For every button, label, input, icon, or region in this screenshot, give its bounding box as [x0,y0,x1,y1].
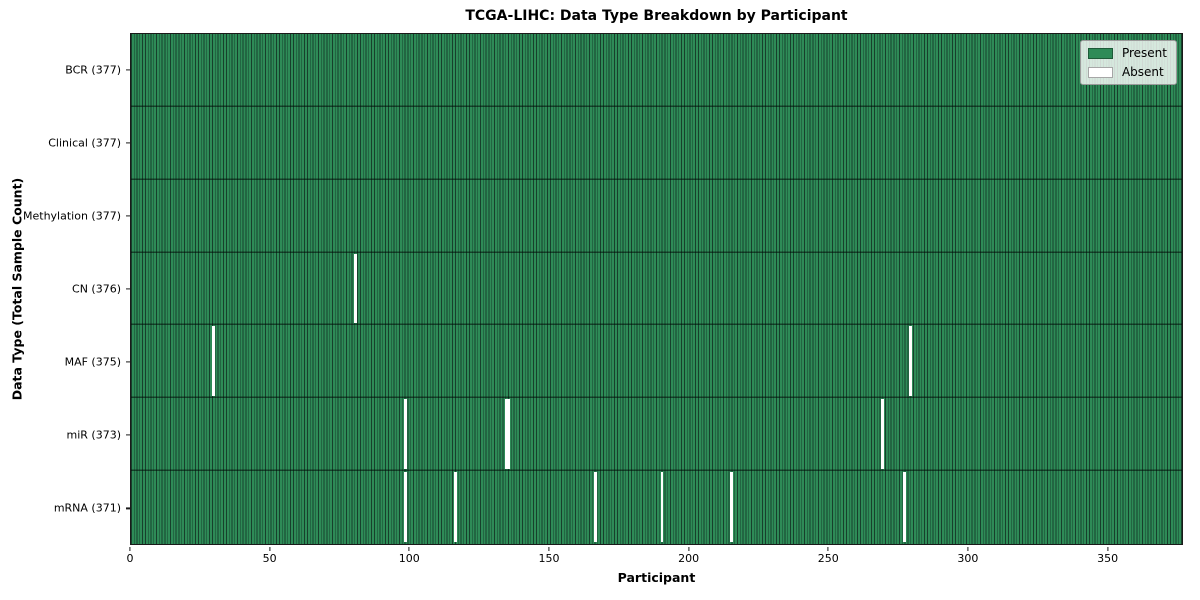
x-tick-mark [129,546,131,551]
x-tick-label-100: 100 [398,552,420,565]
legend: Present Absent [1079,40,1177,85]
absent-cell-mir-134 [504,399,508,470]
heatmap-row-cn [131,252,1182,326]
x-tick-mark [548,546,550,551]
y-tick-mark [126,507,130,510]
y-tick-mark [126,215,130,217]
y-tick-label-methylation: Methylation (377) [23,209,121,223]
x-tick-label-200: 200 [678,552,700,565]
y-axis-ticks: BCR (377) Clinical (377) Methylation (377)… [0,33,130,545]
y-tick-label-maf: MAF (375) [64,355,121,369]
absent-cell-mrna-116 [454,472,458,542]
heatmap-row-clinical [131,106,1182,180]
y-tick-label-clinical: Clinical (377) [48,136,121,150]
legend-label: Absent [1121,65,1164,79]
x-tick-mark [827,546,829,551]
y-tick-mark [126,288,130,290]
heatmap-row-mrna [131,471,1182,544]
x-axis-title: Participant [617,570,696,585]
legend-swatch-absent [1087,66,1113,78]
absent-cell-mrna-190 [660,472,664,542]
absent-cell-mrna-277 [903,472,906,542]
x-tick-mark [408,546,410,551]
x-tick-label-300: 300 [957,552,979,565]
heatmap-row-bcr [131,34,1182,107]
x-axis-ticks: 0 50 100 150 200 250 300 350 [126,545,1183,569]
y-tick-label-cn: CN (376) [72,282,121,296]
plot-area: Present Absent [130,33,1183,545]
absent-cell-mir-135 [507,399,511,470]
absent-cell-mrna-98 [404,472,407,542]
absent-cell-mir-98 [404,399,407,470]
y-tick-mark [126,361,130,363]
absent-cell-maf-279 [908,326,912,397]
legend-label: Present [1121,46,1167,60]
y-tick-label-mrna: mRNA (371) [53,501,121,515]
chart-title: TCGA-LIHC: Data Type Breakdown by Partic… [465,8,848,24]
x-tick-label-150: 150 [538,552,560,565]
absent-cell-mrna-166 [593,472,597,542]
y-tick-mark [126,434,130,436]
x-tick-mark [269,546,271,551]
y-tick-mark [126,142,130,144]
x-tick-label-350: 350 [1097,552,1119,565]
heatmap-row-mir [131,398,1182,472]
legend-item-absent: Absent [1087,65,1167,79]
x-tick-mark [688,546,690,551]
legend-item-present: Present [1087,46,1167,60]
absent-cell-cn-80 [354,253,357,324]
x-tick-label-50: 50 [262,552,277,565]
heatmap-row-methylation [131,179,1182,253]
heatmap-row-maf [131,325,1182,399]
y-tick-label-mir: miR (373) [66,428,122,442]
legend-swatch-present [1087,47,1113,59]
x-tick-label-250: 250 [817,552,839,565]
x-tick-mark [967,546,969,551]
absent-cell-mir-269 [880,399,884,470]
x-tick-mark [1106,546,1109,551]
absent-cell-mrna-215 [730,472,734,542]
x-tick-label-0: 0 [126,552,134,565]
absent-cell-maf-29 [211,326,215,397]
y-tick-label-bcr: BCR (377) [65,63,121,77]
y-tick-mark [126,68,130,71]
